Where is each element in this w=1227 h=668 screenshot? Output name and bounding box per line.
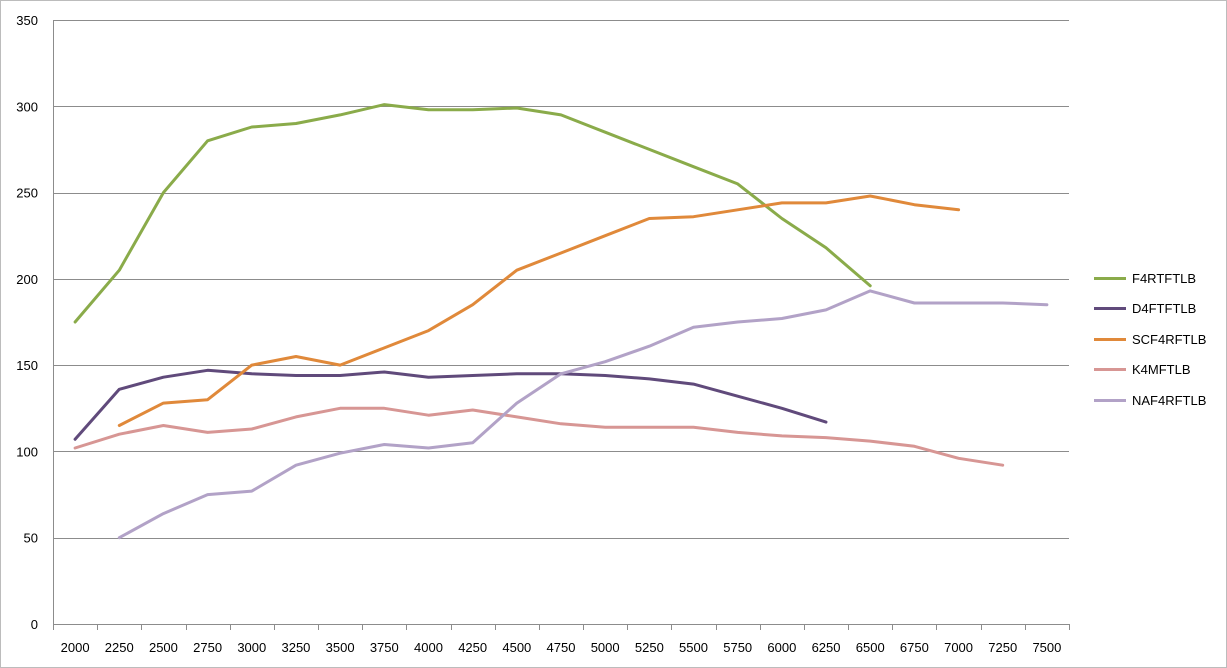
y-tick-label-6: 300 [16,99,38,114]
legend-item-scf4rftlb[interactable]: SCF4RFTLB [1094,324,1206,355]
series-line-naf4rftlb [117,289,1049,540]
y-tick-label-3: 150 [16,358,38,373]
series-line-d4ftftlb [73,368,828,441]
legend-item-naf4rftlb[interactable]: NAF4RFTLB [1094,385,1206,416]
x-tick-label-5: 3250 [281,640,310,655]
y-tick-label-5: 250 [16,186,38,201]
y-tick-label-7: 350 [16,13,38,28]
legend-swatch [1094,276,1126,280]
legend-swatch [1094,368,1126,372]
x-tick-label-22: 7500 [1032,640,1061,655]
x-tick-label-17: 6250 [812,640,841,655]
x-tick-label-20: 7000 [944,640,973,655]
y-tick-label-1: 50 [24,531,38,546]
series-line-f4rtftlb [73,103,872,324]
x-tick-label-6: 3500 [326,640,355,655]
legend-label: K4MFTLB [1132,362,1191,378]
x-tick-label-4: 3000 [237,640,266,655]
series-lines [73,103,1049,540]
gridlines [53,20,1069,539]
x-tick-label-13: 5250 [635,640,664,655]
legend-item-k4mftlb[interactable]: K4MFTLB [1094,355,1206,386]
y-tick-labels: 0 50 100 150 200 250 300 350 [16,13,38,632]
legend-item-d4ftftlb[interactable]: D4FTFTLB [1094,294,1206,325]
x-tick-label-14: 5500 [679,640,708,655]
legend-label: F4RTFTLB [1132,270,1197,286]
legend: F4RTFTLB D4FTFTLB SCF4RFTLB K4MFTLB NAF4RFTL… [1094,263,1206,416]
x-tick-label-18: 6500 [856,640,885,655]
x-tick-label-16: 6000 [767,640,796,655]
series-line-scf4rftlb [117,194,961,427]
x-tick-label-2: 2500 [149,640,178,655]
x-tick-label-21: 7250 [988,640,1017,655]
legend-label: NAF4RFTLB [1132,392,1207,408]
x-tick-labels: 2000 2250 2500 2750 3000 3250 3500 3750 4000 4250… [61,640,1062,655]
axes [53,20,1070,630]
legend-label: SCF4RFTLB [1132,331,1207,347]
y-tick-label-4: 200 [16,272,38,287]
legend-swatch [1094,307,1126,311]
series-line-k4mftlb [73,406,1005,467]
legend-item-f4rtftlb[interactable]: F4RTFTLB [1094,263,1206,294]
x-tick-label-1: 2250 [105,640,134,655]
x-tick-label-0: 2000 [61,640,90,655]
y-tick-label-2: 100 [16,444,38,459]
x-tick-label-11: 4750 [547,640,576,655]
x-tick-label-15: 5750 [723,640,752,655]
x-tick-label-12: 5000 [591,640,620,655]
y-tick-label-0: 0 [31,617,38,632]
x-tick-label-8: 4000 [414,640,443,655]
x-tick-label-7: 3750 [370,640,399,655]
legend-label: D4FTFTLB [1132,301,1197,317]
x-tick-label-9: 4250 [458,640,487,655]
legend-swatch [1094,398,1126,402]
x-tick-label-10: 4500 [502,640,531,655]
x-tick-label-3: 2750 [193,640,222,655]
legend-swatch [1094,337,1126,341]
x-tick-label-19: 6750 [900,640,929,655]
